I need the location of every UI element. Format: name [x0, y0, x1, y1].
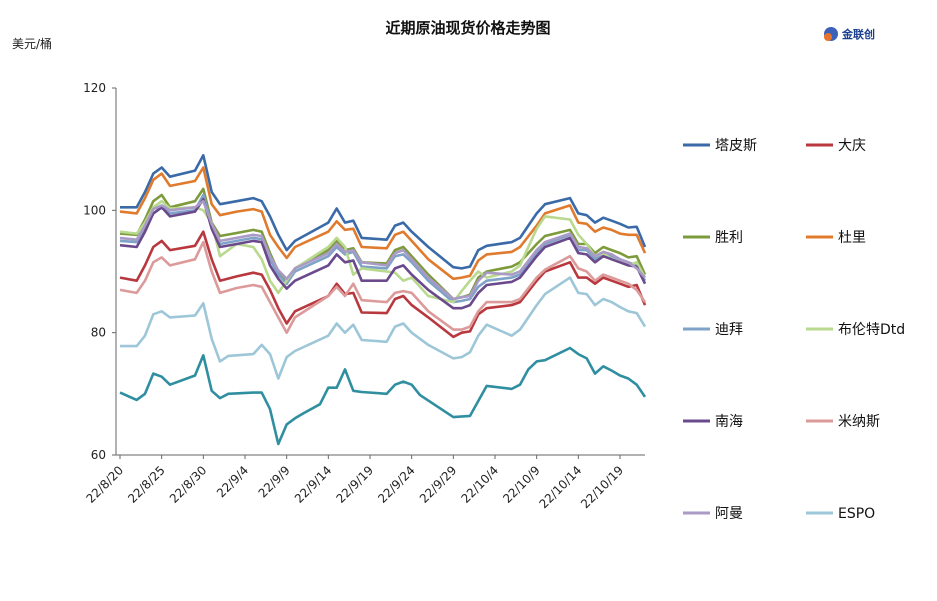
- y-axis-unit: 美元/桶: [12, 36, 52, 51]
- series-line-8: [119, 240, 647, 334]
- series-line-4: [119, 166, 647, 281]
- x-tick-label: 22/9/29: [417, 463, 460, 506]
- legend-label: ESPO: [838, 506, 875, 522]
- series-line-10: [120, 276, 647, 380]
- x-tick-label: 22/9/4: [214, 463, 251, 500]
- x-tick-label: 22/10/4: [459, 463, 502, 506]
- x-tick-label: 22/9/24: [375, 463, 418, 506]
- chart-title: 近期原油现货价格走势图: [385, 19, 550, 37]
- y-tick-label: 100: [83, 203, 106, 217]
- legend-label: 阿曼: [715, 506, 743, 522]
- x-tick-label: 22/9/14: [292, 463, 335, 506]
- logo-icon-accent: [824, 33, 832, 41]
- legend-label: 布伦特Dtd: [838, 322, 905, 338]
- x-tick-label: 22/10/14: [536, 463, 584, 511]
- series-line-2: [119, 230, 647, 339]
- y-tick-label: 80: [91, 326, 106, 340]
- series-line-1: [120, 154, 647, 270]
- x-tick-label: 22/9/19: [334, 463, 377, 506]
- legend-label: 迪拜: [715, 322, 743, 338]
- x-tick-label: 22/8/30: [167, 463, 210, 506]
- legend-label: 米纳斯: [838, 414, 880, 430]
- y-tick-label: 60: [91, 448, 106, 462]
- legend-label: 杜里: [838, 230, 866, 246]
- legend-label: 大庆: [838, 138, 866, 154]
- brand-logo: 金联创: [824, 27, 875, 41]
- series-line-11: [119, 346, 647, 446]
- x-tick-label: 22/9/9: [256, 463, 293, 500]
- legend-label: 南海: [715, 414, 743, 430]
- x-tick-label: 22/10/9: [500, 463, 543, 506]
- series-layer: [119, 154, 647, 446]
- legend-label: 塔皮斯: [715, 138, 757, 154]
- logo-text: 金联创: [841, 27, 875, 41]
- series-line-9: [119, 199, 646, 301]
- y-tick-label: 120: [83, 81, 106, 95]
- x-tick-label: 22/8/20: [84, 463, 127, 506]
- x-tick-label: 22/10/19: [578, 463, 626, 511]
- legend-label: 胜利: [715, 230, 743, 246]
- x-tick-label: 22/8/25: [125, 463, 168, 506]
